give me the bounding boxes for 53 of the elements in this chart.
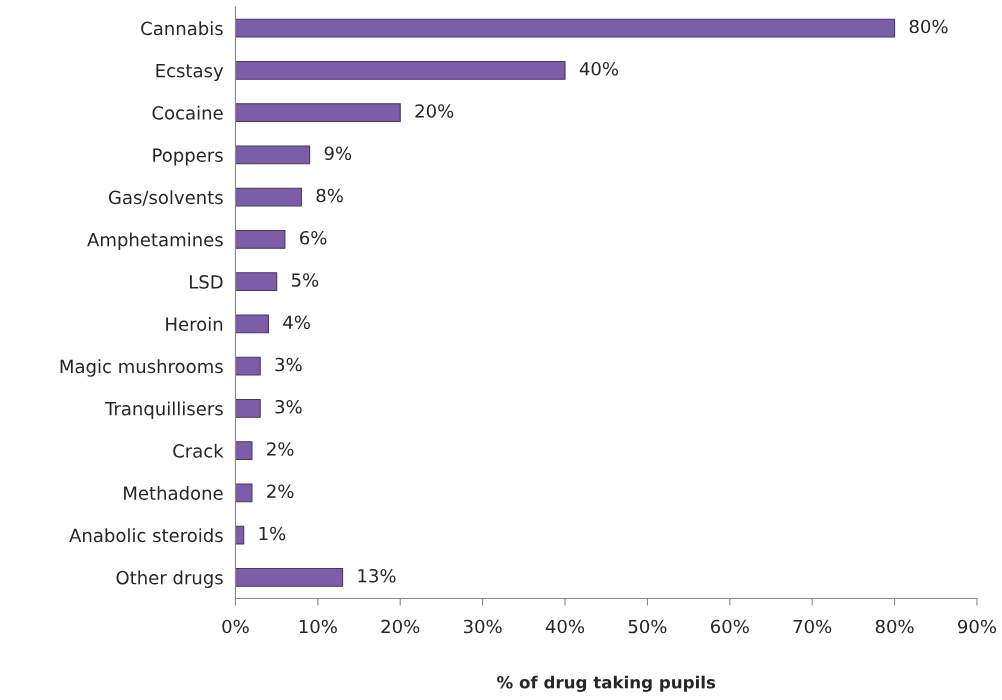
data-label: 9% <box>324 146 352 161</box>
x-tick-label: 10% <box>299 619 337 634</box>
bar <box>235 441 253 461</box>
data-label: 4% <box>283 315 310 330</box>
data-label: 1% <box>259 526 286 541</box>
y-tick-label: Gas/solvents <box>108 190 223 206</box>
y-tick-label: Amphetamines <box>87 232 223 250</box>
y-tick-label: Ecstasy <box>156 64 224 81</box>
y-tick-label: Anabolic steroids <box>69 528 223 543</box>
bar <box>235 145 311 165</box>
bar <box>235 229 286 249</box>
data-label: 13% <box>358 568 396 583</box>
y-tick-label: Cannabis <box>141 21 223 36</box>
y-tick-label: Other drugs <box>116 570 223 588</box>
data-label: 3% <box>275 357 302 372</box>
bar <box>235 272 278 292</box>
x-tick-label: 80% <box>875 619 914 634</box>
y-tick-label: Tranquillisers <box>105 401 223 419</box>
y-tick-label: Cocaine <box>152 105 223 120</box>
x-tick-label: 50% <box>628 619 667 634</box>
bar <box>235 356 261 376</box>
bar <box>235 18 896 38</box>
y-tick-label: Methadone <box>124 486 223 500</box>
y-tick-label: Crack <box>173 443 224 458</box>
x-tick-label: 70% <box>793 619 832 634</box>
data-label: 2% <box>267 442 294 456</box>
x-tick-label: 90% <box>958 619 997 634</box>
y-tick-label: Heroin <box>166 317 223 331</box>
x-tick-label: 30% <box>463 619 502 634</box>
data-label: 8% <box>316 188 343 203</box>
x-axis-title: % of drug taking pupils <box>497 675 716 692</box>
y-tick-label: LSD <box>190 275 223 289</box>
bar <box>235 314 269 334</box>
data-label: 6% <box>300 230 327 245</box>
x-tick-label: 60% <box>710 619 749 634</box>
data-label: 3% <box>275 399 302 414</box>
x-tick-label: 20% <box>381 619 420 634</box>
data-label: 40% <box>579 61 619 76</box>
bar <box>235 187 302 207</box>
bar <box>235 103 401 123</box>
bar <box>235 483 253 503</box>
bar <box>235 567 344 587</box>
data-label: 2% <box>267 484 294 499</box>
data-label: 5% <box>291 273 319 287</box>
data-label: 20% <box>415 104 454 118</box>
bar <box>235 60 566 80</box>
y-tick-label: Magic mushrooms <box>60 359 223 377</box>
y-tick-label: Poppers <box>153 148 223 166</box>
x-tick-label: 0% <box>222 619 249 634</box>
bar <box>235 525 245 545</box>
x-tick-label: 40% <box>545 619 585 634</box>
bar <box>235 398 261 418</box>
data-label: 80% <box>909 19 948 34</box>
